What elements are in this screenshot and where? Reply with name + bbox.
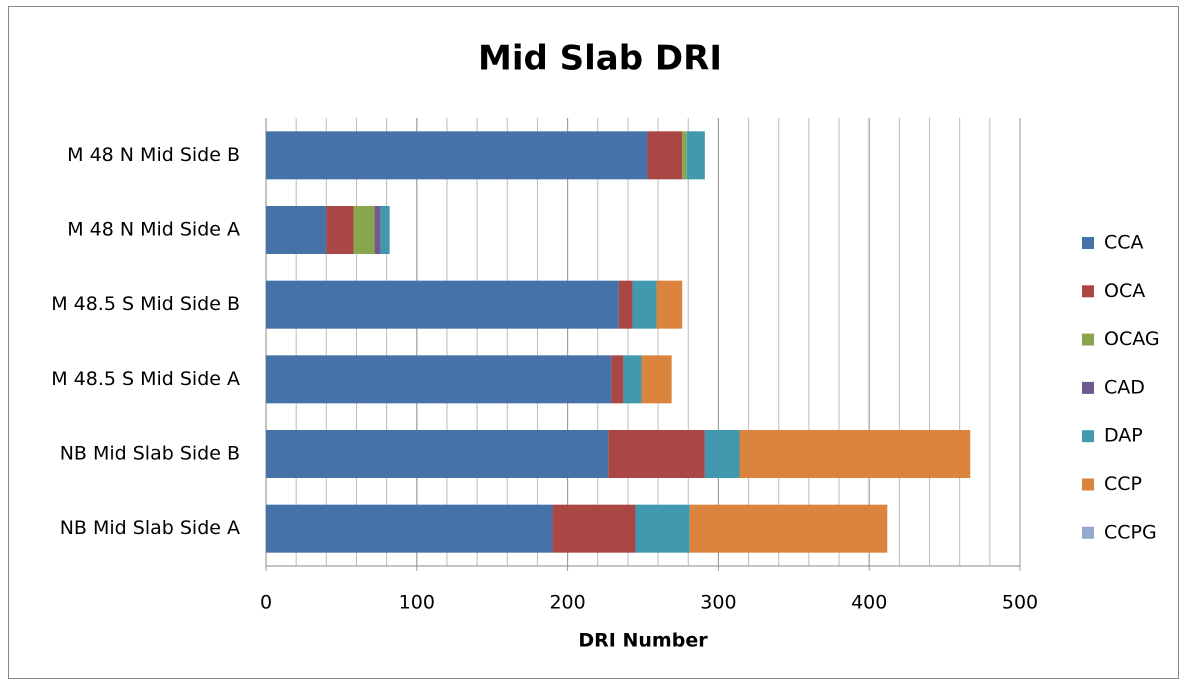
bar-segment: [380, 206, 390, 254]
y-tick-label: M 48.5 S Mid Side B: [51, 293, 240, 315]
x-tick-label: 0: [260, 592, 272, 614]
y-tick-label: M 48 N Mid Side B: [67, 144, 240, 166]
x-tick-label: 200: [549, 592, 585, 614]
bar-segment: [635, 504, 690, 553]
bar-segment: [611, 355, 624, 404]
legend-label: CCA: [1104, 232, 1144, 254]
legend-swatch: [1082, 237, 1094, 249]
y-tick-label: NB Mid Slab Side A: [60, 517, 240, 539]
chart-frame: [8, 6, 1179, 679]
legend-label: DAP: [1104, 425, 1143, 447]
x-tick-label: 100: [399, 592, 435, 614]
bar-segment: [266, 131, 648, 180]
bar-segment: [608, 430, 705, 478]
x-tick-label: 300: [700, 592, 736, 614]
legend-swatch: [1082, 526, 1094, 539]
x-tick-label: 500: [1002, 592, 1038, 614]
legend-swatch: [1082, 381, 1094, 394]
bar-segment: [689, 504, 888, 553]
bar-segment: [266, 355, 612, 404]
bar-segment: [353, 206, 375, 254]
bar-segment: [641, 355, 672, 404]
legend-label: CCPG: [1104, 521, 1157, 543]
x-tick-label: 400: [851, 592, 887, 614]
bar-segment: [374, 206, 381, 254]
bar-segment: [656, 280, 683, 329]
bar-segment: [623, 355, 642, 404]
bar-segment: [266, 504, 553, 553]
bar-segment: [686, 131, 705, 180]
legend-swatch: [1082, 333, 1094, 346]
y-tick-label: M 48 N Mid Side A: [67, 219, 240, 241]
x-axis-title: DRI Number: [578, 630, 708, 652]
bar-segment: [618, 280, 633, 329]
bar-segment: [266, 280, 619, 329]
bar-segment: [552, 504, 636, 553]
legend-swatch: [1082, 285, 1094, 298]
legend-swatch: [1082, 478, 1094, 491]
bar-segment: [632, 280, 657, 329]
legend-swatch: [1082, 430, 1094, 443]
chart-title: Mid Slab DRI: [478, 39, 722, 79]
legend-label: OCA: [1104, 280, 1145, 302]
y-tick-label: M 48.5 S Mid Side A: [51, 368, 240, 390]
y-tick-label: NB Mid Slab Side B: [60, 443, 240, 465]
bar-segment: [266, 430, 609, 478]
bar-segment: [266, 206, 327, 254]
bar-segment: [326, 206, 354, 254]
bar-segment: [647, 131, 683, 180]
bar-segment: [682, 131, 687, 180]
bar-segment: [739, 430, 971, 478]
bar-segment: [704, 430, 740, 478]
legend-label: OCAG: [1104, 328, 1160, 350]
legend-label: CAD: [1104, 376, 1145, 398]
legend-label: CCP: [1104, 473, 1142, 495]
